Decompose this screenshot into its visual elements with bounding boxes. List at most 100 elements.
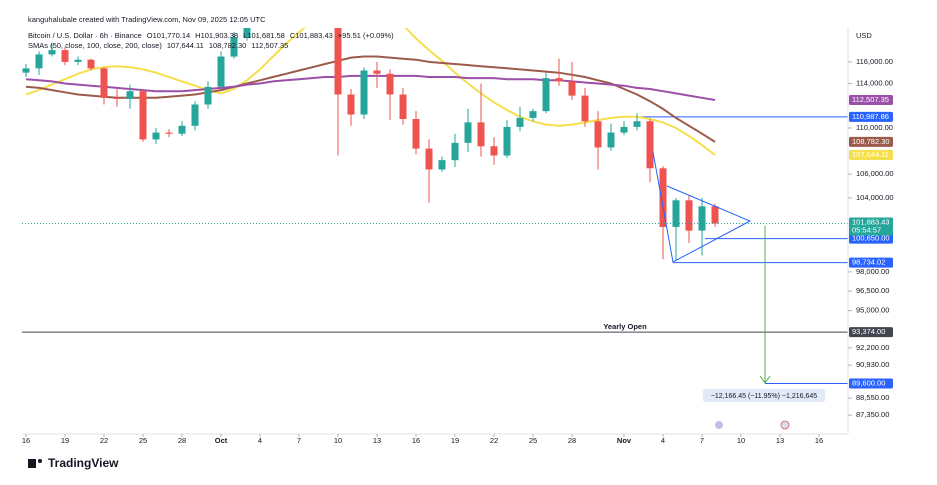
ohlc-value: H101,903.38 bbox=[195, 31, 238, 40]
level-label: 93,374.00 bbox=[852, 327, 885, 336]
candle-body bbox=[100, 68, 108, 98]
ohlc-value: L101,681.58 bbox=[243, 31, 285, 40]
x-tick-label: 4 bbox=[258, 436, 262, 445]
x-tick-label: 7 bbox=[700, 436, 704, 445]
candle-body bbox=[620, 126, 628, 133]
last-price-label: 101,883.43 bbox=[852, 217, 890, 226]
logo-mark bbox=[38, 459, 42, 463]
candle-body bbox=[711, 206, 719, 224]
x-tick-label: 10 bbox=[334, 436, 342, 445]
y-tick-label: 90,930.00 bbox=[856, 360, 889, 369]
currency: USD bbox=[856, 31, 872, 40]
x-tick-label: Oct bbox=[215, 436, 228, 445]
sma-label: 107,644.11 bbox=[852, 150, 889, 159]
x-tick-label: 19 bbox=[61, 436, 69, 445]
candle-body bbox=[685, 200, 693, 231]
x-tick-label: 25 bbox=[529, 436, 537, 445]
measure-box bbox=[703, 389, 825, 402]
symbol-title: Bitcoin / U.S. Dollar · 6h · Binance bbox=[28, 31, 142, 40]
indicator-name: SMAs (50, close, 100, close, 200, close) bbox=[28, 41, 162, 50]
level-label: 89,600.00 bbox=[852, 378, 885, 387]
x-tick-label: 22 bbox=[100, 436, 108, 445]
level-label: 110,987.86 bbox=[852, 112, 889, 121]
x-tick-label: 4 bbox=[661, 436, 665, 445]
x-tick-label: 16 bbox=[412, 436, 420, 445]
x-tick-label: 16 bbox=[815, 436, 823, 445]
candle-body bbox=[672, 200, 680, 227]
candle-body bbox=[74, 59, 82, 62]
candle-body bbox=[555, 78, 563, 82]
sma-label: 112,507.35 bbox=[852, 95, 889, 104]
candle-body bbox=[191, 104, 199, 126]
candle-body bbox=[477, 122, 485, 147]
event-icon[interactable] bbox=[780, 420, 790, 430]
candle-body bbox=[22, 68, 30, 73]
brand: TradingView bbox=[48, 456, 119, 470]
x-tick-label: 22 bbox=[490, 436, 498, 445]
candle-body bbox=[334, 28, 342, 95]
candle-body bbox=[412, 119, 420, 149]
candle-body bbox=[464, 122, 472, 143]
candle-body bbox=[243, 28, 251, 38]
level-label: 98,734.02 bbox=[852, 258, 885, 267]
candle-body bbox=[113, 97, 121, 99]
yearly-open-label: Yearly Open bbox=[603, 322, 647, 331]
candle-body bbox=[490, 146, 498, 156]
y-tick-label: 96,500.00 bbox=[856, 286, 889, 295]
x-tick-label: 13 bbox=[373, 436, 381, 445]
candle-body bbox=[347, 94, 355, 115]
sma-label-bg bbox=[849, 136, 893, 147]
x-tick-label: 19 bbox=[451, 436, 459, 445]
candle-body bbox=[35, 54, 43, 69]
x-tick-label: Nov bbox=[617, 436, 632, 445]
projection-arrowhead bbox=[759, 375, 771, 384]
candle-body bbox=[607, 132, 615, 148]
candle-body bbox=[386, 73, 394, 95]
x-tick-label: 25 bbox=[139, 436, 147, 445]
indicator-value: 108,782.30 bbox=[209, 41, 247, 50]
credit: kanguhalubale created with TradingView.c… bbox=[28, 15, 266, 24]
candle-body bbox=[698, 206, 706, 231]
candle-body bbox=[61, 50, 69, 62]
candle-body bbox=[373, 70, 381, 74]
candle-body bbox=[425, 148, 433, 170]
candle-body bbox=[204, 86, 212, 105]
candle-body bbox=[542, 78, 550, 112]
y-tick-label: 88,550.00 bbox=[856, 393, 889, 402]
level-label-bg bbox=[849, 378, 893, 389]
candle-body bbox=[516, 117, 524, 127]
indicator-value: 107,644.11 bbox=[167, 41, 204, 50]
sma-label-bg bbox=[849, 149, 893, 160]
brand-logo: TradingView bbox=[28, 456, 119, 470]
candle-body bbox=[178, 125, 186, 134]
sma-line bbox=[25, 74, 716, 101]
y-tick-label: 87,350.00 bbox=[856, 410, 889, 419]
candle-body bbox=[594, 121, 602, 148]
sma-label: 108,782.30 bbox=[852, 137, 890, 146]
sma-line bbox=[25, 28, 716, 156]
candle-body bbox=[646, 121, 654, 169]
last-price-bg bbox=[849, 217, 893, 236]
candle-body bbox=[451, 142, 459, 161]
plot-area bbox=[22, 28, 848, 384]
ohlc-value: O101,770.14 bbox=[147, 31, 190, 40]
sma-label-bg bbox=[849, 94, 893, 105]
candle-body bbox=[360, 70, 368, 115]
ohlc-value: C101,883.43 bbox=[290, 31, 333, 40]
triangle-pattern bbox=[652, 151, 752, 263]
candle-body bbox=[152, 132, 160, 140]
x-tick-label: 16 bbox=[22, 436, 30, 445]
y-tick-label: 95,000.00 bbox=[856, 306, 889, 315]
event-icon[interactable] bbox=[715, 421, 723, 429]
overlay: −12,166.45 (−11.95%) −1,216,645 bbox=[652, 151, 825, 430]
level-label-bg bbox=[849, 233, 893, 244]
y-tick-label: 116,000.00 bbox=[856, 57, 893, 66]
candle-body bbox=[230, 37, 238, 57]
level-label: 100,650.00 bbox=[852, 234, 890, 243]
candle-body bbox=[659, 168, 667, 227]
candle-body bbox=[399, 94, 407, 120]
y-tick-label: 98,000.00 bbox=[856, 267, 889, 276]
x-tick-label: 13 bbox=[776, 436, 784, 445]
